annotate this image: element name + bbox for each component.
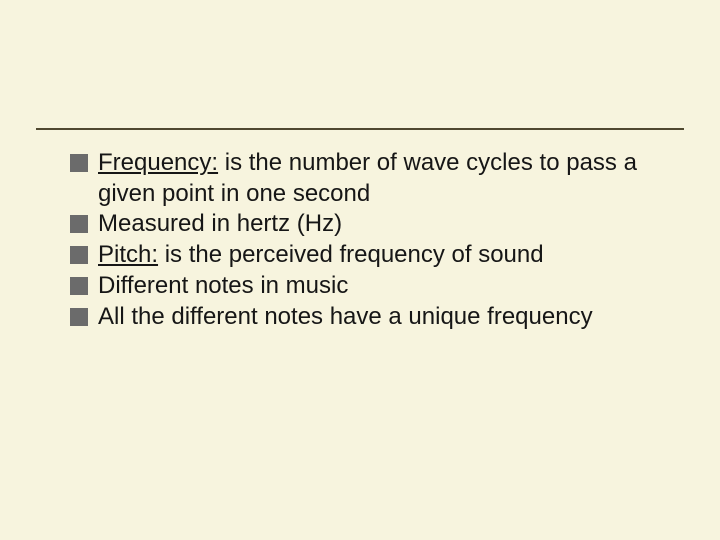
slide: Frequency: is the number of wave cycles … bbox=[0, 0, 720, 540]
list-item: Frequency: is the number of wave cycles … bbox=[70, 148, 664, 209]
bullet-text: All the different notes have a unique fr… bbox=[98, 302, 593, 333]
bullet-rest: Measured in hertz (Hz) bbox=[98, 210, 342, 237]
square-bullet-icon bbox=[70, 277, 88, 295]
bullet-text: Different notes in music bbox=[98, 271, 348, 302]
list-item: Different notes in music bbox=[70, 271, 664, 302]
square-bullet-icon bbox=[70, 246, 88, 264]
bullet-text: Frequency: is the number of wave cycles … bbox=[98, 148, 664, 209]
bullet-rest: is the perceived frequency of sound bbox=[158, 241, 544, 268]
list-item: All the different notes have a unique fr… bbox=[70, 302, 664, 333]
square-bullet-icon bbox=[70, 154, 88, 172]
bullet-list: Frequency: is the number of wave cycles … bbox=[70, 148, 664, 332]
bullet-term: Frequency: bbox=[98, 149, 218, 176]
bullet-text: Pitch: is the perceived frequency of sou… bbox=[98, 240, 544, 271]
title-divider bbox=[36, 128, 684, 130]
bullet-text: Measured in hertz (Hz) bbox=[98, 209, 342, 240]
bullet-rest: Different notes in music bbox=[98, 272, 348, 299]
square-bullet-icon bbox=[70, 215, 88, 233]
square-bullet-icon bbox=[70, 308, 88, 326]
bullet-rest: All the different notes have a unique fr… bbox=[98, 303, 593, 330]
list-item: Measured in hertz (Hz) bbox=[70, 209, 664, 240]
bullet-term: Pitch: bbox=[98, 241, 158, 268]
list-item: Pitch: is the perceived frequency of sou… bbox=[70, 240, 664, 271]
